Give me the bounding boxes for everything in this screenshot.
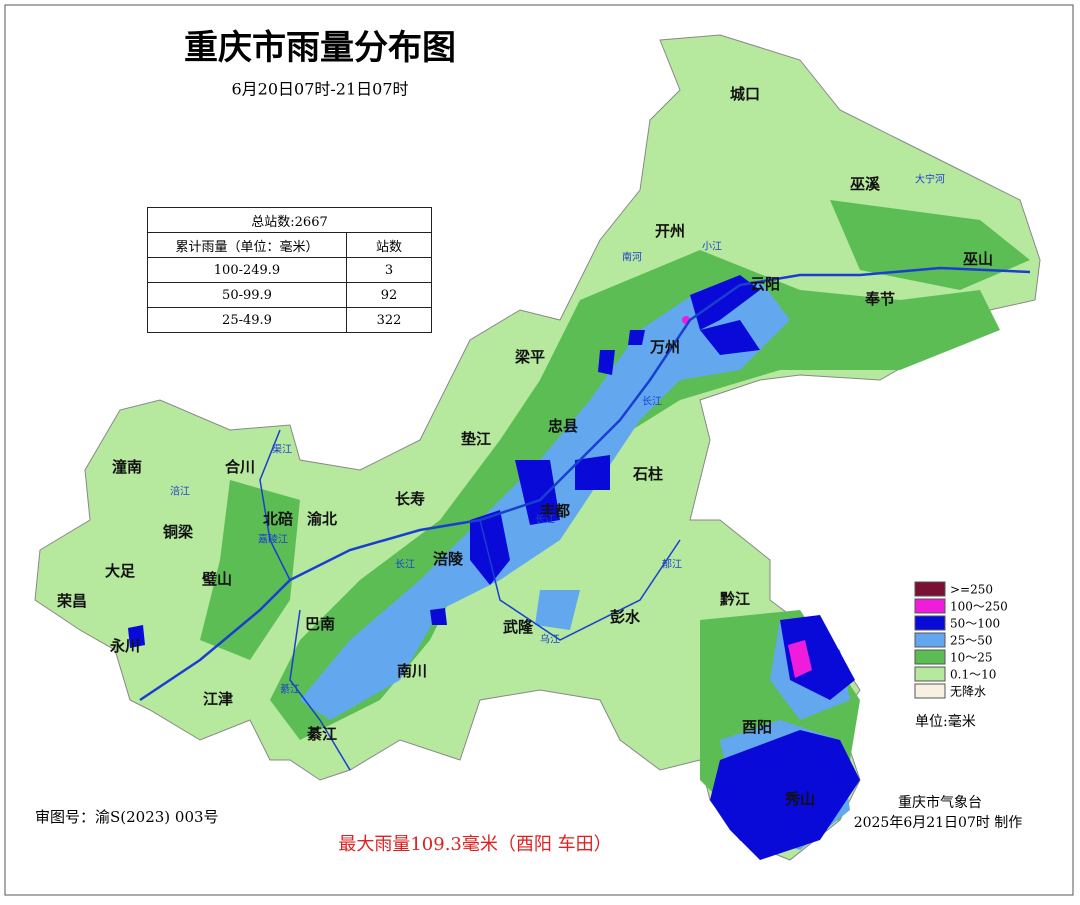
rain-50-100 (128, 275, 860, 860)
place-label: 梁平 (514, 348, 545, 366)
river-label: 綦江 (280, 683, 300, 696)
place-label: 城口 (730, 85, 760, 103)
place-label: 万州 (649, 338, 680, 356)
river-label: 长江 (395, 559, 415, 571)
place-label: 荣昌 (56, 592, 87, 610)
place-label: 合川 (224, 458, 255, 476)
legend-swatch (914, 632, 946, 648)
place-label: 开州 (655, 222, 685, 240)
qijiang (289, 609, 351, 771)
place-label: 黔江 (720, 590, 750, 608)
legend-swatch (914, 666, 946, 682)
place-label: 大足 (105, 562, 136, 580)
place-label: 涪陵 (433, 550, 464, 568)
place-label: 铜梁 (163, 523, 194, 541)
place-label: 北碚 (263, 510, 293, 528)
river-label: 嘉陵江 (258, 533, 288, 546)
place-label: 武隆 (503, 618, 534, 636)
river-label: 大宁河 (915, 173, 945, 186)
cell: 100-249.9 (147, 257, 347, 283)
legend-label: 25～50 (950, 634, 993, 648)
river-label: 长江 (642, 396, 662, 408)
place-label: 南川 (397, 662, 427, 680)
river-label: 长江 (535, 514, 555, 526)
place-label: 渝北 (307, 510, 337, 528)
place-label: 石柱 (632, 465, 663, 483)
legend-swatch (914, 581, 946, 597)
place-label: 忠县 (548, 417, 578, 435)
legend-label: 10～25 (950, 651, 993, 665)
river-label: 渠江 (272, 444, 292, 456)
legend-label: 50～100 (950, 617, 1000, 631)
rain-100-250 (788, 640, 812, 678)
legend-label: 100～250 (950, 600, 1008, 614)
place-label: 巴南 (305, 615, 335, 633)
place-label: 潼南 (112, 458, 142, 476)
river-label: 小江 (702, 241, 722, 253)
cell: 25-49.9 (147, 307, 347, 333)
place-label: 秀山 (784, 790, 815, 808)
place-label: 璧山 (202, 570, 232, 588)
title: 重庆市雨量分布图 (184, 28, 456, 68)
wujiang (479, 519, 681, 641)
yangtze (139, 266, 1031, 702)
place-label: 酉阳 (742, 718, 772, 736)
cell: 3 (346, 257, 432, 283)
place-label: 奉节 (864, 290, 895, 308)
jialing (259, 429, 291, 581)
place-label: 丰都 (540, 502, 570, 520)
place-label: 垫江 (461, 430, 491, 448)
place-label: 巫溪 (850, 175, 881, 193)
legend-label: 无降水 (950, 685, 986, 699)
subtitle: 6月20日07时-21日07时 (231, 80, 408, 99)
cell: 92 (346, 282, 432, 308)
river-label: 涪江 (170, 485, 190, 498)
agency: 重庆市气象台 (898, 794, 982, 811)
legend-swatch (914, 598, 946, 614)
place-label: 彭水 (610, 608, 641, 626)
cell: 50-99.9 (147, 282, 347, 308)
river-label: 郁江 (662, 558, 682, 571)
legend-swatch (914, 683, 946, 699)
place-label: 巫山 (963, 250, 993, 268)
made-time: 2025年6月21日07时 制作 (854, 815, 1023, 831)
map-number: 审图号：渝S(2023) 003号 (35, 808, 219, 826)
col-header: 站数 (346, 232, 432, 258)
river-label: 南河 (622, 251, 642, 264)
river-label: 乌江 (540, 633, 560, 646)
place-label: 綦江 (306, 725, 337, 743)
legend-unit: 单位:毫米 (915, 713, 976, 730)
legend-label: 0.1～10 (950, 668, 996, 682)
place-label: 云阳 (750, 275, 780, 293)
place-label: 永川 (109, 637, 140, 655)
station-table: 总站数:2667 累计雨量（单位：毫米） 站数 100-249.9 3 50-99.… (147, 207, 432, 333)
place-label: 长寿 (395, 490, 425, 508)
legend-swatch (914, 615, 946, 631)
col-header: 累计雨量（单位：毫米） (147, 232, 347, 258)
legend-swatch (914, 649, 946, 665)
max-rain: 最大雨量109.3毫米（酉阳 车田） (338, 834, 611, 855)
cell: 322 (346, 307, 432, 333)
place-label: 江津 (203, 690, 233, 708)
legend-label: >=250 (950, 583, 993, 597)
table-title: 总站数:2667 (147, 207, 432, 233)
